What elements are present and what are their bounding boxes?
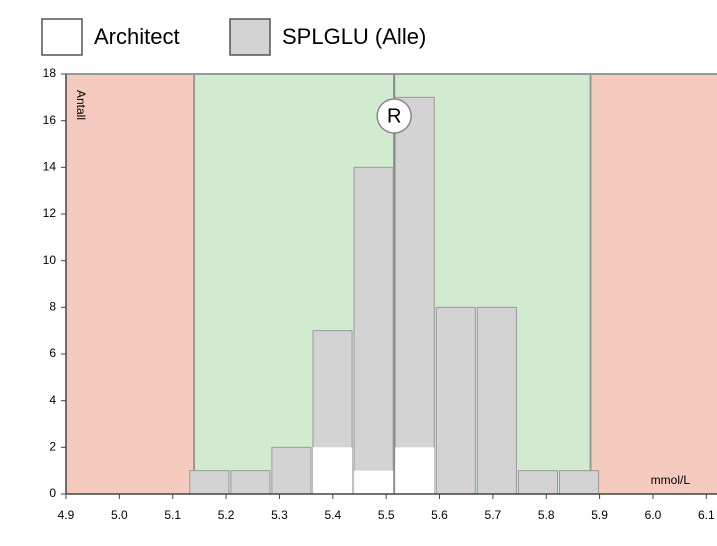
bar	[312, 447, 353, 494]
y-tick-label: 16	[43, 113, 57, 127]
x-tick-label: 4.9	[58, 508, 75, 522]
bar	[559, 470, 600, 495]
x-tick-label: 5.3	[271, 508, 288, 522]
x-tick-label: 5.0	[111, 508, 128, 522]
x-tick-label: 5.6	[431, 508, 448, 522]
x-tick-label: 5.4	[324, 508, 341, 522]
outside-region	[590, 74, 717, 494]
legend-swatch	[41, 18, 83, 56]
legend-swatch	[229, 18, 271, 56]
bar	[354, 470, 394, 494]
y-tick-label: 14	[43, 160, 57, 174]
x-tick-label: 6.1	[698, 508, 715, 522]
legend-label: SPLGLU (Alle)	[282, 24, 426, 49]
reference-label: R	[387, 105, 401, 127]
y-tick-label: 2	[49, 440, 56, 454]
x-tick-label: 5.5	[378, 508, 395, 522]
x-axis-label: mmol/L	[651, 473, 691, 487]
bar	[395, 447, 435, 494]
y-tick-label: 18	[43, 66, 57, 80]
bar	[435, 306, 476, 495]
y-tick-label: 8	[49, 300, 56, 314]
y-tick-label: 0	[49, 486, 56, 500]
bar	[476, 306, 517, 495]
bar	[189, 470, 230, 495]
x-tick-label: 5.8	[538, 508, 555, 522]
bar	[230, 470, 271, 495]
outside-region	[66, 74, 195, 494]
x-tick-label: 5.1	[164, 508, 181, 522]
bar	[271, 446, 312, 495]
bar	[353, 166, 394, 495]
x-tick-label: 5.9	[591, 508, 608, 522]
reference-marker	[376, 98, 412, 134]
x-tick-label: 5.7	[485, 508, 502, 522]
y-tick-label: 4	[49, 393, 56, 407]
y-tick-label: 10	[43, 253, 57, 267]
y-tick-label: 6	[49, 346, 56, 360]
y-axis-label: Antall	[74, 90, 88, 120]
x-tick-label: 5.2	[218, 508, 235, 522]
bar	[394, 96, 435, 495]
x-tick-label: 6.0	[645, 508, 662, 522]
y-tick-label: 12	[43, 206, 57, 220]
bar	[517, 470, 559, 495]
legend-label: Architect	[94, 24, 180, 49]
